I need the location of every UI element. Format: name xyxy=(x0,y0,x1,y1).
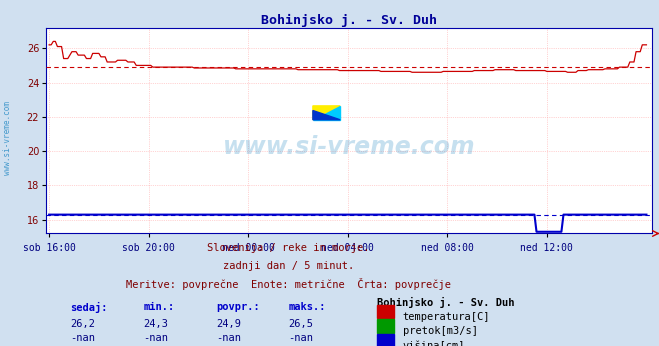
Polygon shape xyxy=(313,106,340,120)
Text: min.:: min.: xyxy=(143,302,175,312)
Text: www.si-vreme.com: www.si-vreme.com xyxy=(223,135,476,159)
Bar xyxy=(376,319,393,333)
Polygon shape xyxy=(313,110,340,120)
Text: temperatura[C]: temperatura[C] xyxy=(403,312,490,322)
Text: 24,3: 24,3 xyxy=(143,319,168,329)
Text: Slovenija / reke in morje.: Slovenija / reke in morje. xyxy=(208,243,370,253)
Text: www.si-vreme.com: www.si-vreme.com xyxy=(3,101,13,175)
Text: -nan: -nan xyxy=(143,333,168,343)
Polygon shape xyxy=(313,106,340,120)
Text: Meritve: povprečne  Enote: metrične  Črta: povprečje: Meritve: povprečne Enote: metrične Črta:… xyxy=(126,278,451,290)
Text: 26,2: 26,2 xyxy=(71,319,96,329)
Text: pretok[m3/s]: pretok[m3/s] xyxy=(403,326,478,336)
Text: Bohinjsko j. - Sv. Duh: Bohinjsko j. - Sv. Duh xyxy=(376,297,514,308)
Bar xyxy=(376,305,393,319)
Text: povpr.:: povpr.: xyxy=(216,302,260,312)
Text: -nan: -nan xyxy=(216,333,241,343)
Text: maks.:: maks.: xyxy=(289,302,326,312)
Text: višina[cm]: višina[cm] xyxy=(403,341,465,346)
Text: sedaj:: sedaj: xyxy=(71,302,108,313)
Text: -nan: -nan xyxy=(71,333,96,343)
Text: 26,5: 26,5 xyxy=(289,319,314,329)
Title: Bohinjsko j. - Sv. Duh: Bohinjsko j. - Sv. Duh xyxy=(261,13,438,27)
Text: -nan: -nan xyxy=(289,333,314,343)
Text: 24,9: 24,9 xyxy=(216,319,241,329)
Bar xyxy=(376,334,393,346)
Text: zadnji dan / 5 minut.: zadnji dan / 5 minut. xyxy=(223,261,355,271)
